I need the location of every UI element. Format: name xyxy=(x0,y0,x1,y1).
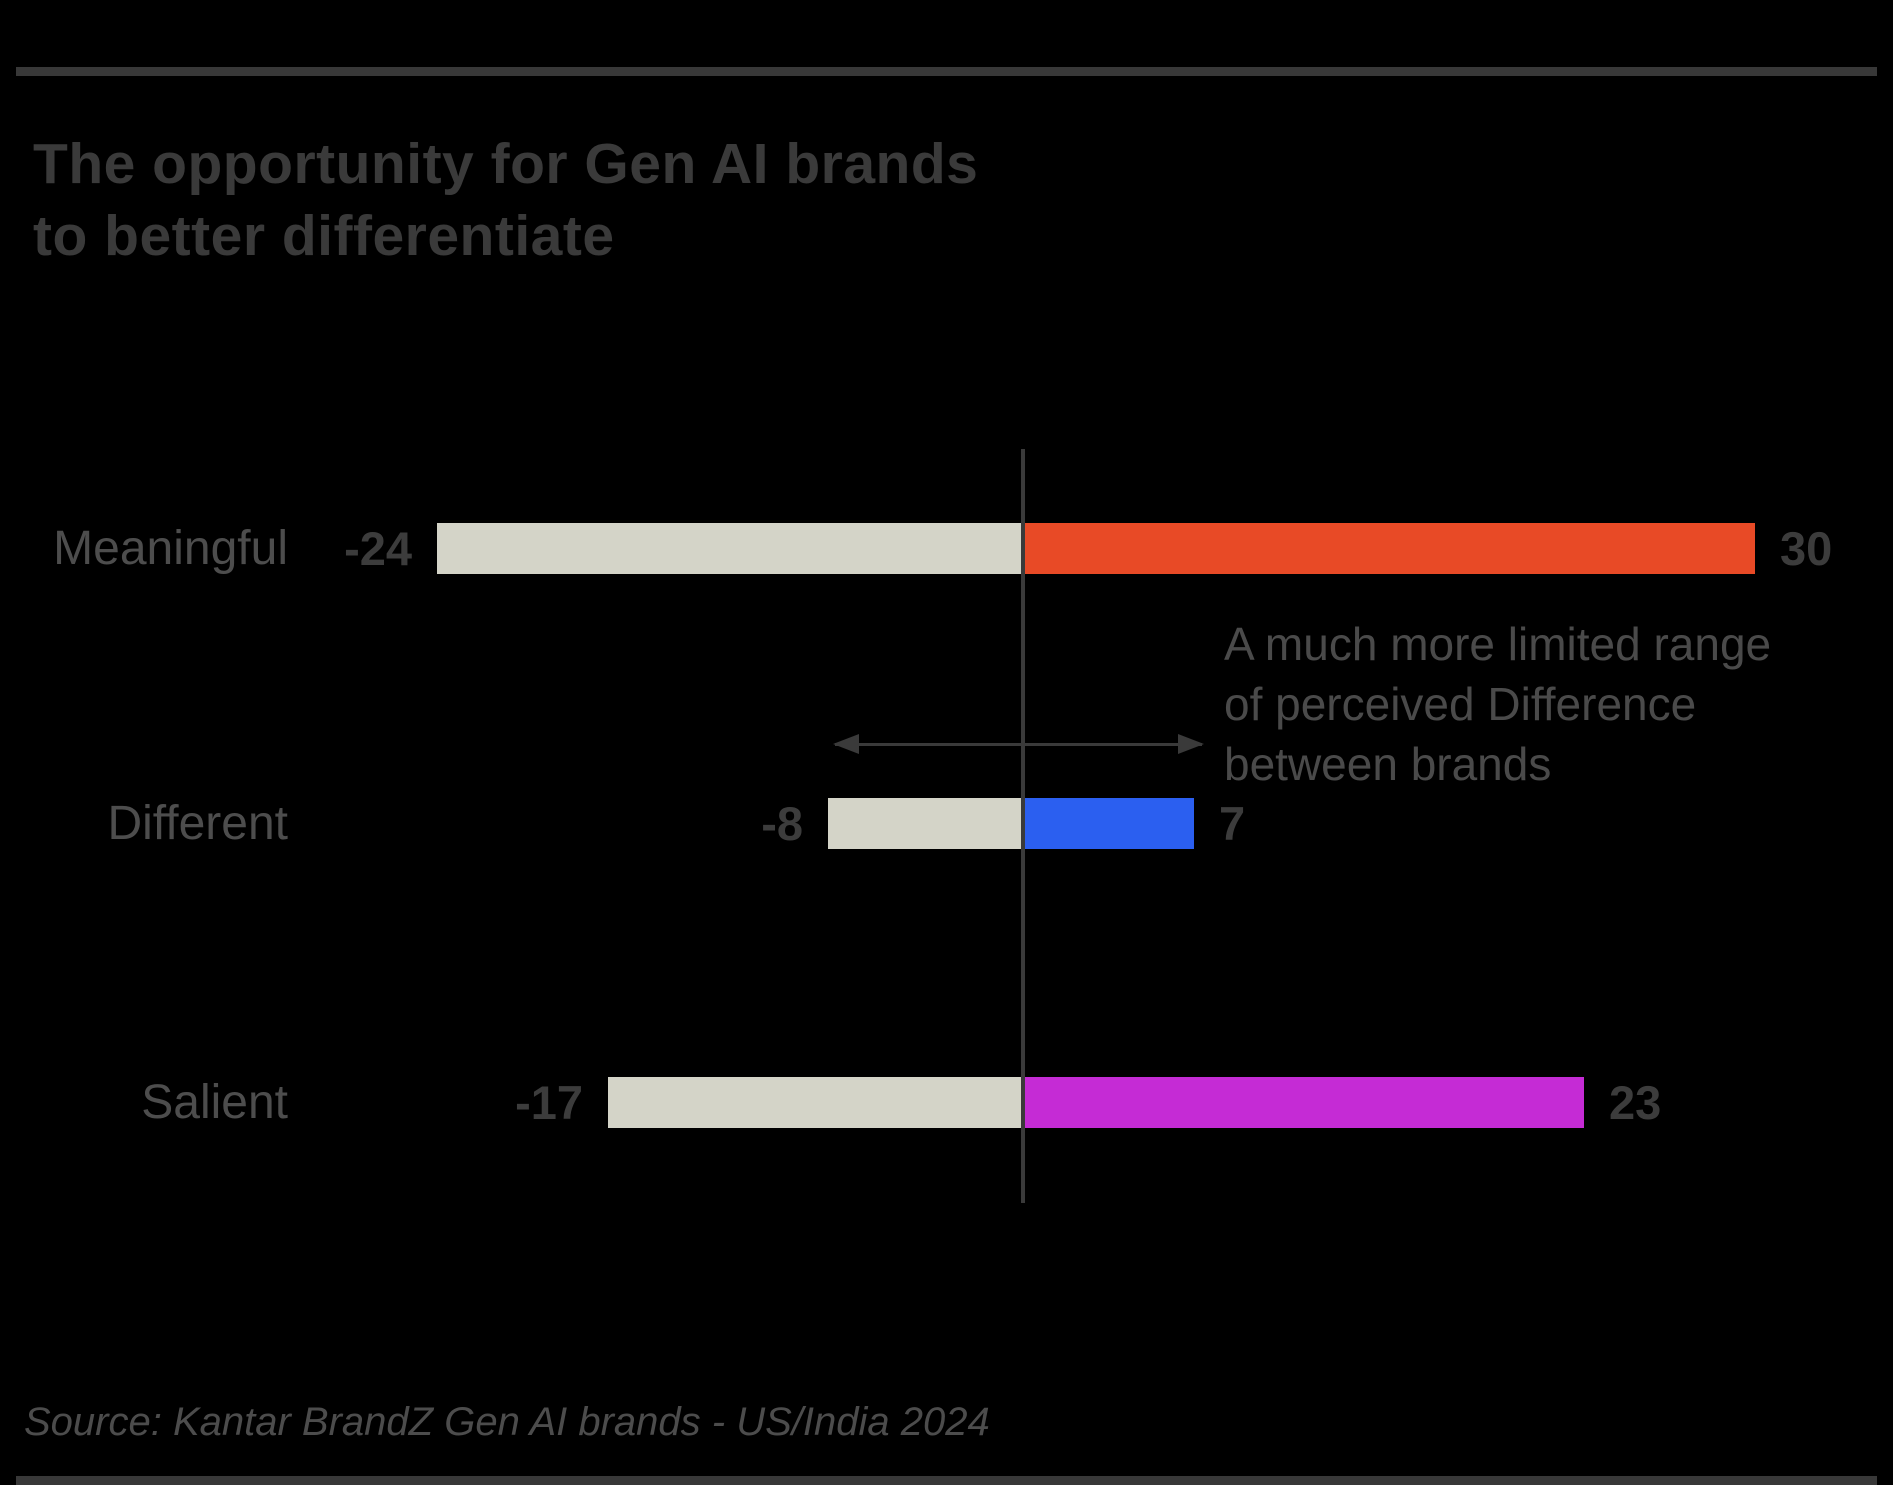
chart-title-line2: to better differentiate xyxy=(33,204,615,268)
negative-bar xyxy=(608,1077,1023,1128)
annotation-line2: of perceived Difference xyxy=(1224,678,1697,730)
positive-bar xyxy=(1023,523,1755,574)
zero-axis-line xyxy=(1021,449,1025,1203)
annotation-line1: A much more limited range xyxy=(1224,618,1772,670)
annotation-line3: between brands xyxy=(1224,738,1552,790)
negative-value-label: -8 xyxy=(761,797,803,850)
negative-bar xyxy=(828,798,1023,849)
negative-value-label: -24 xyxy=(344,522,412,575)
bar-row-salient: Salient -17 23 xyxy=(0,1077,1893,1128)
negative-bar xyxy=(437,523,1023,574)
category-label: Different xyxy=(107,797,288,850)
bar-row-different: Different -8 7 xyxy=(0,798,1893,849)
range-arrow-line xyxy=(835,743,1202,746)
category-label: Meaningful xyxy=(53,522,288,575)
bar-row-meaningful: Meaningful -24 30 xyxy=(0,523,1893,574)
annotation-text: A much more limited range of perceived Di… xyxy=(1224,614,1771,794)
chart-title-line1: The opportunity for Gen AI brands xyxy=(33,132,979,196)
positive-value-label: 30 xyxy=(1780,522,1833,575)
positive-bar xyxy=(1023,1077,1584,1128)
negative-value-label: -17 xyxy=(515,1076,583,1129)
top-rule xyxy=(16,67,1877,76)
positive-value-label: 23 xyxy=(1609,1076,1662,1129)
arrow-left-icon xyxy=(833,734,859,754)
arrow-right-icon xyxy=(1178,734,1204,754)
bottom-rule xyxy=(16,1476,1877,1485)
source-text: Source: Kantar BrandZ Gen AI brands - US… xyxy=(24,1400,990,1444)
positive-bar xyxy=(1023,798,1194,849)
chart-title: The opportunity for Gen AI brands to bett… xyxy=(33,128,978,272)
positive-value-label: 7 xyxy=(1219,797,1246,850)
category-label: Salient xyxy=(141,1076,288,1129)
